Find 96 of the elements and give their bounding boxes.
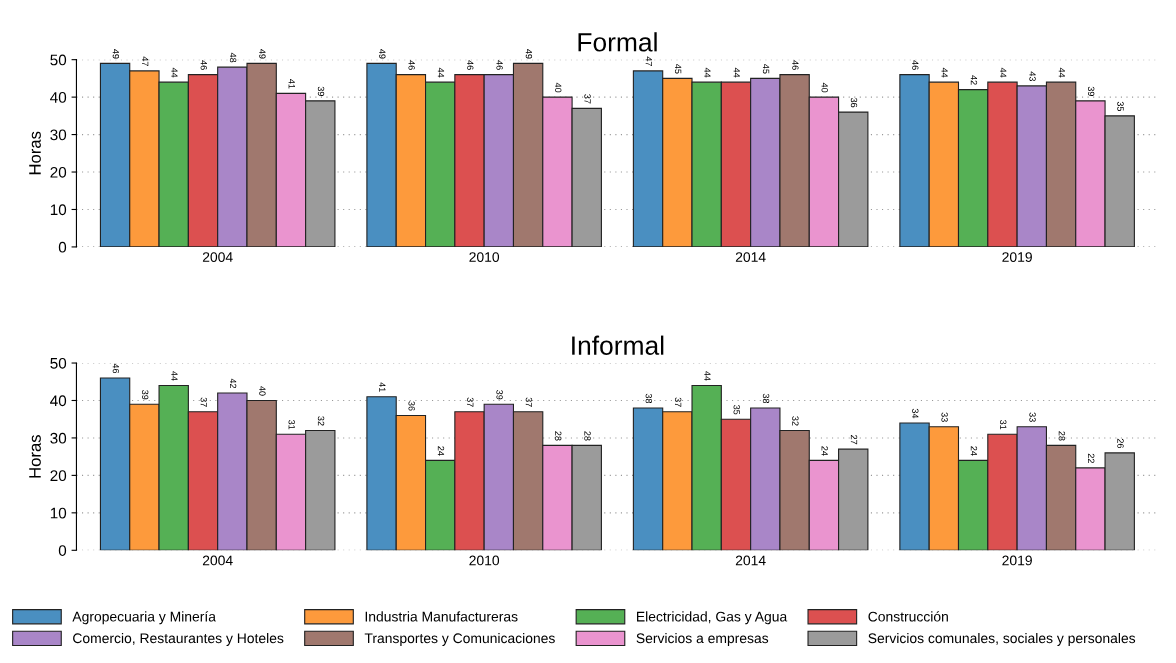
data-label: 31: [1000, 420, 1007, 430]
x-tick-label: 2004: [202, 252, 233, 262]
data-label: 40: [821, 82, 828, 93]
data-label: 44: [941, 67, 948, 78]
data-label: 46: [200, 60, 207, 70]
data-label: 26: [1117, 438, 1124, 449]
data-label: 45: [674, 64, 682, 74]
data-label: 40: [555, 82, 562, 93]
data-label: 39: [141, 390, 149, 400]
legend-label: Servicios comunales, sociales y personales: [868, 632, 1136, 646]
data-label: 37: [525, 397, 533, 407]
x-tick-label: 2019: [1002, 252, 1032, 262]
data-label: 40: [259, 386, 266, 396]
data-label: 44: [704, 371, 711, 381]
data-label: 28: [584, 431, 591, 441]
data-label: 35: [733, 405, 740, 415]
x-tick-label: 2019: [1002, 555, 1032, 566]
data-label: 33: [941, 412, 948, 422]
data-label: 44: [1058, 67, 1065, 78]
data-label: 49: [525, 49, 533, 59]
data-label: 46: [408, 60, 415, 70]
y-tick-label: 0: [58, 545, 67, 556]
data-label: 33: [1029, 412, 1036, 422]
data-label: 28: [1058, 431, 1066, 441]
y-axis-title: Horas: [29, 131, 41, 175]
data-label: 44: [704, 67, 711, 78]
data-label: 46: [912, 60, 919, 70]
data-label: 44: [171, 67, 178, 78]
data-label: 32: [317, 416, 325, 426]
data-label: 31: [288, 420, 295, 430]
data-label: 49: [259, 49, 266, 59]
chart-title: Formal: [578, 32, 657, 52]
y-tick-label: 10: [50, 204, 67, 216]
data-label: 39: [496, 390, 503, 400]
data-label: 44: [437, 67, 445, 78]
legend-label: Construcción: [868, 611, 948, 622]
y-tick-label: 10: [50, 507, 67, 519]
x-tick-label: 2004: [202, 555, 233, 566]
data-label: 49: [112, 49, 120, 59]
y-tick-label: 40: [50, 91, 67, 103]
y-tick-label: 30: [50, 129, 67, 141]
data-label: 46: [467, 60, 474, 70]
data-label: 42: [230, 378, 237, 389]
data-label: 49: [379, 49, 386, 59]
y-tick-label: 0: [58, 241, 67, 253]
data-label: 37: [467, 397, 474, 407]
data-label: 24: [970, 446, 978, 456]
data-label: 45: [762, 64, 770, 74]
x-tick-label: 2010: [469, 252, 500, 262]
x-tick-label: 2014: [735, 555, 766, 566]
chart-title: Informal: [572, 335, 664, 355]
data-label: 24: [437, 446, 445, 456]
data-label: 35: [1117, 101, 1124, 111]
data-label: 37: [674, 397, 682, 407]
data-label: 44: [171, 371, 178, 381]
data-label: 43: [1029, 71, 1036, 81]
x-tick-label: 2014: [735, 252, 766, 262]
data-label: 34: [912, 408, 919, 419]
y-tick-label: 40: [50, 395, 67, 407]
data-label: 38: [762, 393, 770, 404]
data-label: 37: [584, 94, 591, 104]
x-tick-label: 2010: [469, 555, 500, 566]
data-label: 47: [142, 56, 149, 66]
data-label: 24: [821, 446, 828, 456]
data-label: 27: [850, 435, 858, 445]
data-label: 36: [408, 401, 415, 411]
data-label: 32: [792, 416, 799, 426]
data-label: 41: [379, 382, 386, 392]
data-label: 36: [850, 97, 858, 108]
y-axis-title: Horas: [29, 435, 41, 478]
data-label: 44: [733, 67, 740, 78]
data-label: 48: [229, 52, 237, 63]
data-label: 46: [112, 363, 120, 374]
legend-label: Industria Manufactureras: [365, 611, 518, 622]
data-label: 39: [1087, 86, 1095, 96]
data-label: 42: [970, 75, 978, 85]
data-label: 47: [645, 56, 652, 66]
legend-label: Comercio, Restaurantes y Hoteles: [73, 632, 284, 646]
data-label: 37: [200, 397, 207, 407]
legend-label: Agropecuaria y Minería: [72, 611, 216, 625]
y-tick-label: 30: [50, 432, 67, 444]
y-tick-label: 20: [50, 470, 67, 482]
y-tick-label: 20: [50, 166, 67, 178]
data-label: 22: [1088, 453, 1095, 463]
data-label: 44: [1000, 67, 1007, 78]
data-label: 39: [317, 86, 325, 96]
y-tick-label: 50: [50, 54, 67, 66]
data-label: 28: [555, 431, 562, 441]
legend-label: Transportes y Comunicaciones: [364, 632, 555, 646]
legend-label: Electricidad, Gas y Agua: [637, 611, 788, 625]
data-label: 38: [645, 393, 653, 404]
legend-label: Servicios a empresas: [636, 632, 769, 646]
data-label: 46: [792, 60, 799, 70]
y-tick-label: 50: [50, 357, 67, 369]
data-label: 41: [288, 79, 295, 89]
data-label: 46: [496, 60, 503, 70]
